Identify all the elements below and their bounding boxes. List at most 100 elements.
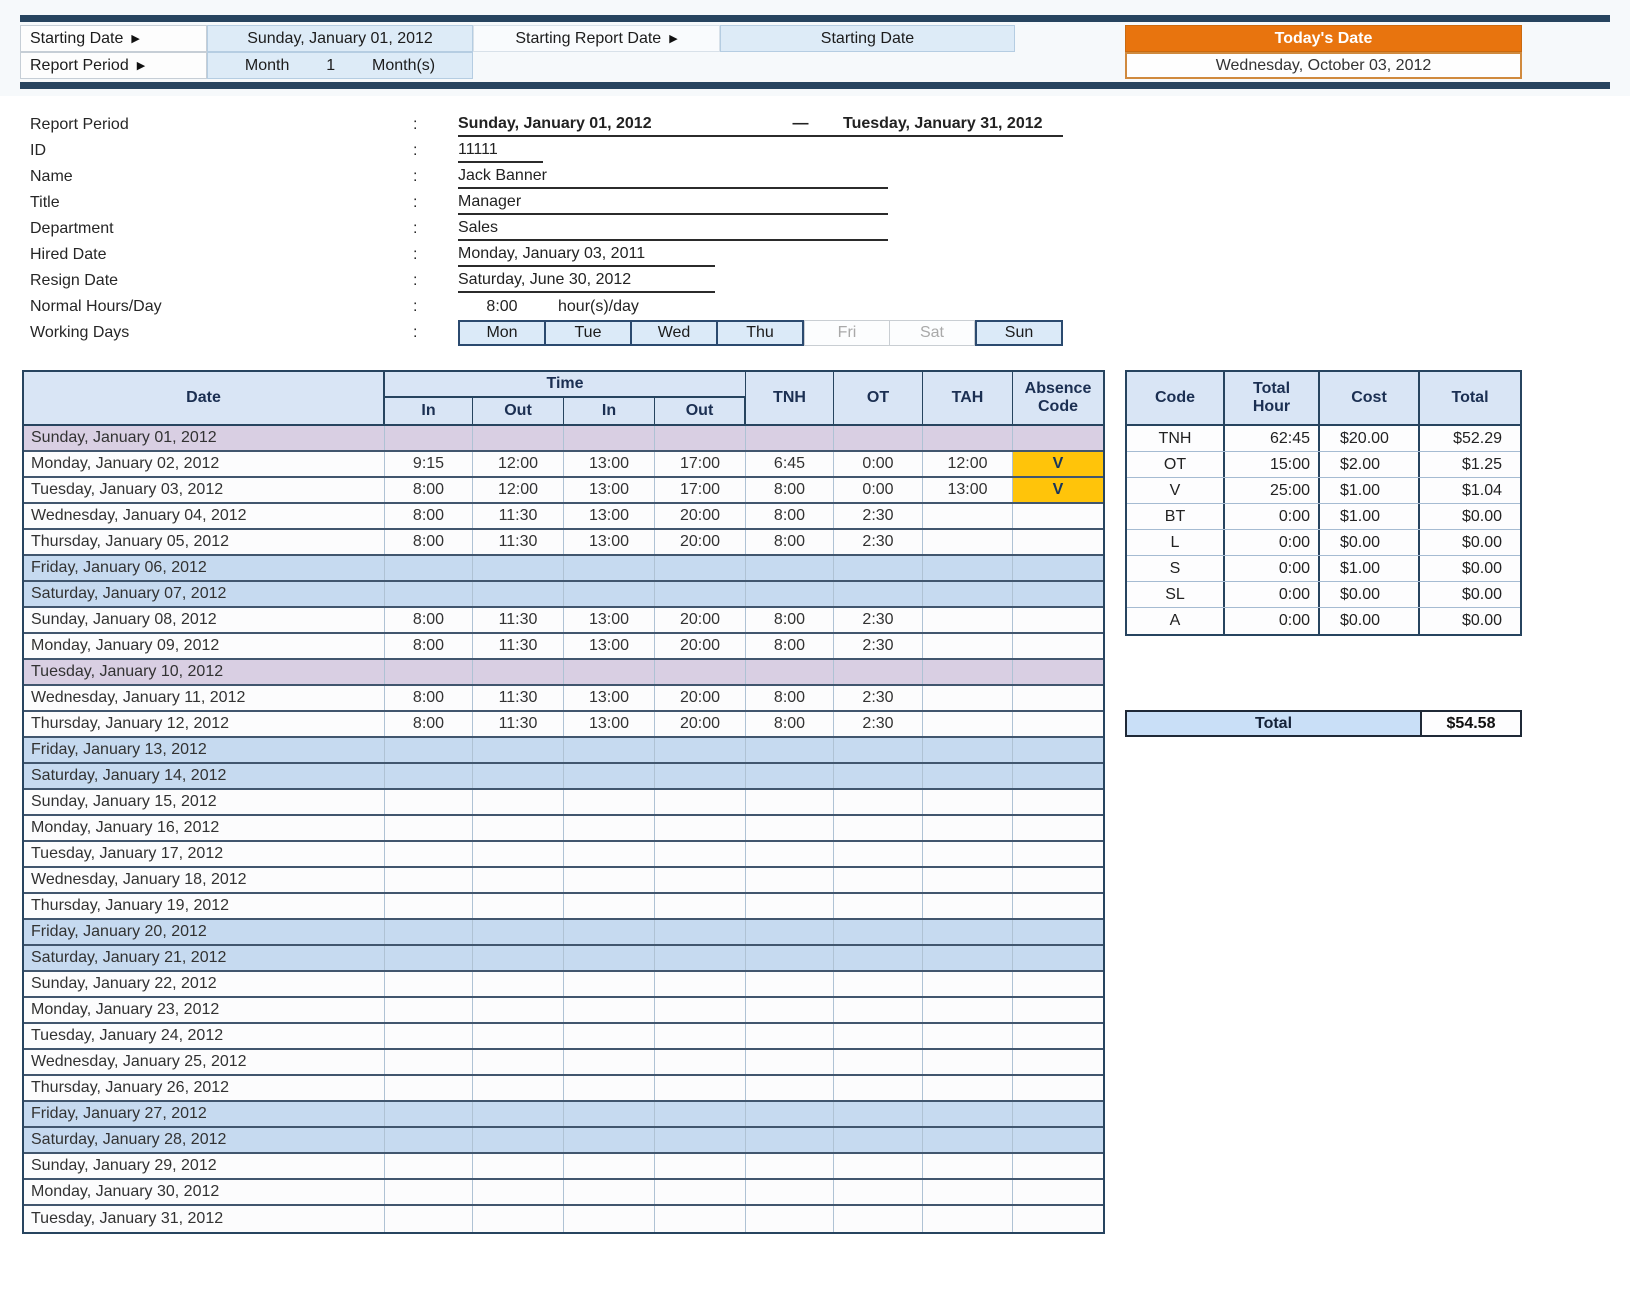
date-cell[interactable]: Friday, January 06, 2012	[24, 556, 385, 580]
tah-cell[interactable]	[923, 1024, 1013, 1048]
absence-code-cell[interactable]	[1013, 504, 1103, 528]
time-in-1-cell[interactable]: 8:00	[385, 686, 473, 710]
tnh-cell[interactable]	[746, 582, 834, 606]
ot-cell[interactable]	[834, 946, 923, 970]
time-in-2-cell[interactable]: 13:00	[564, 504, 655, 528]
time-in-2-cell[interactable]	[564, 1128, 655, 1152]
working-day-sat[interactable]: Sat	[890, 320, 975, 346]
tnh-cell[interactable]: 8:00	[746, 686, 834, 710]
date-cell[interactable]: Sunday, January 29, 2012	[24, 1154, 385, 1178]
total-hour-cell[interactable]: 0:00	[1225, 504, 1320, 529]
time-in-1-cell[interactable]	[385, 1050, 473, 1074]
ot-cell[interactable]	[834, 556, 923, 580]
time-out-2-cell[interactable]	[655, 1050, 746, 1074]
tah-cell[interactable]	[923, 686, 1013, 710]
absence-code-cell[interactable]	[1013, 1128, 1103, 1152]
tah-cell[interactable]	[923, 1180, 1013, 1204]
absence-code-cell[interactable]	[1013, 920, 1103, 944]
ot-cell[interactable]	[834, 790, 923, 814]
report-period-control-value[interactable]: Month 1 Month(s)	[207, 52, 473, 79]
ot-cell[interactable]: 2:30	[834, 608, 923, 632]
time-out-2-cell[interactable]: 20:00	[655, 530, 746, 554]
total-hour-cell[interactable]: 0:00	[1225, 556, 1320, 581]
time-out-2-cell[interactable]	[655, 946, 746, 970]
report-period-start-date[interactable]: Sunday, January 01, 2012	[458, 115, 652, 132]
time-out-2-cell[interactable]	[655, 426, 746, 450]
time-out-1-cell[interactable]	[473, 894, 564, 918]
time-out-2-cell[interactable]	[655, 1180, 746, 1204]
tah-cell[interactable]	[923, 712, 1013, 736]
tah-cell[interactable]	[923, 582, 1013, 606]
time-out-1-cell[interactable]: 11:30	[473, 634, 564, 658]
ot-cell[interactable]	[834, 426, 923, 450]
time-in-2-cell[interactable]	[564, 764, 655, 788]
resign-date-value[interactable]: Saturday, June 30, 2012	[458, 269, 715, 293]
time-in-1-cell[interactable]	[385, 920, 473, 944]
time-in-2-cell[interactable]	[564, 1180, 655, 1204]
time-out-1-cell[interactable]: 11:30	[473, 608, 564, 632]
time-in-2-cell[interactable]: 13:00	[564, 608, 655, 632]
tnh-cell[interactable]	[746, 1024, 834, 1048]
report-period-unit[interactable]: Month	[244, 56, 290, 74]
ot-cell[interactable]	[834, 764, 923, 788]
time-out-1-cell[interactable]	[473, 738, 564, 762]
date-cell[interactable]: Tuesday, January 31, 2012	[24, 1206, 385, 1232]
tnh-cell[interactable]	[746, 764, 834, 788]
time-out-2-cell[interactable]	[655, 868, 746, 892]
time-out-1-cell[interactable]: 12:00	[473, 452, 564, 476]
absence-code-cell[interactable]	[1013, 712, 1103, 736]
absence-code-cell[interactable]	[1013, 946, 1103, 970]
ot-cell[interactable]	[834, 738, 923, 762]
time-out-1-cell[interactable]	[473, 764, 564, 788]
time-in-2-cell[interactable]	[564, 426, 655, 450]
time-out-2-cell[interactable]	[655, 1024, 746, 1048]
triangle-right-icon[interactable]: ▶	[669, 33, 678, 45]
tnh-cell[interactable]	[746, 946, 834, 970]
time-in-2-cell[interactable]	[564, 868, 655, 892]
date-cell[interactable]: Saturday, January 14, 2012	[24, 764, 385, 788]
date-cell[interactable]: Monday, January 23, 2012	[24, 998, 385, 1022]
time-out-1-cell[interactable]	[473, 1102, 564, 1126]
tnh-cell[interactable]	[746, 790, 834, 814]
ot-cell[interactable]	[834, 842, 923, 866]
total-hour-cell[interactable]: 0:00	[1225, 530, 1320, 555]
absence-code-cell[interactable]	[1013, 738, 1103, 762]
tnh-cell[interactable]: 6:45	[746, 452, 834, 476]
date-cell[interactable]: Monday, January 02, 2012	[24, 452, 385, 476]
time-in-2-cell[interactable]	[564, 816, 655, 840]
cost-cell[interactable]: $0.00	[1320, 530, 1420, 555]
date-cell[interactable]: Tuesday, January 17, 2012	[24, 842, 385, 866]
tnh-cell[interactable]: 8:00	[746, 712, 834, 736]
time-in-1-cell[interactable]: 8:00	[385, 608, 473, 632]
time-out-1-cell[interactable]	[473, 1154, 564, 1178]
time-in-2-cell[interactable]	[564, 738, 655, 762]
working-day-mon[interactable]: Mon	[458, 320, 546, 346]
time-in-1-cell[interactable]	[385, 972, 473, 996]
tah-cell[interactable]	[923, 556, 1013, 580]
time-out-1-cell[interactable]	[473, 1076, 564, 1100]
cost-cell[interactable]: $2.00	[1320, 452, 1420, 477]
absence-code-cell[interactable]	[1013, 1180, 1103, 1204]
ot-cell[interactable]: 0:00	[834, 478, 923, 502]
time-in-2-cell[interactable]	[564, 1206, 655, 1232]
tah-cell[interactable]: 12:00	[923, 452, 1013, 476]
time-in-1-cell[interactable]: 9:15	[385, 452, 473, 476]
time-in-1-cell[interactable]	[385, 816, 473, 840]
time-in-1-cell[interactable]	[385, 946, 473, 970]
time-in-2-cell[interactable]	[564, 920, 655, 944]
time-in-1-cell[interactable]: 8:00	[385, 478, 473, 502]
tah-cell[interactable]	[923, 868, 1013, 892]
time-in-2-cell[interactable]	[564, 1076, 655, 1100]
tah-cell[interactable]	[923, 426, 1013, 450]
absence-code-cell[interactable]: V	[1013, 478, 1103, 502]
department-value[interactable]: Sales	[458, 217, 888, 241]
tah-cell[interactable]	[923, 894, 1013, 918]
total-cell[interactable]: $0.00	[1461, 612, 1502, 629]
time-out-2-cell[interactable]	[655, 764, 746, 788]
total-cell[interactable]: $0.00	[1461, 507, 1502, 525]
cost-cell[interactable]: $20.00	[1320, 426, 1420, 451]
date-cell[interactable]: Saturday, January 28, 2012	[24, 1128, 385, 1152]
tnh-cell[interactable]	[746, 868, 834, 892]
ot-cell[interactable]	[834, 1206, 923, 1232]
time-out-1-cell[interactable]	[473, 556, 564, 580]
